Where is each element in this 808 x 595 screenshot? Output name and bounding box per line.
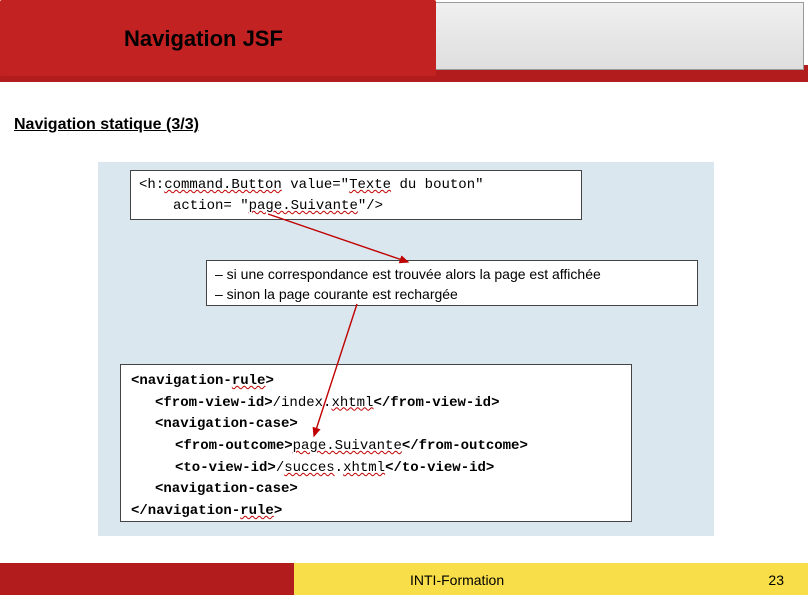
code-line: <navigation-rule>	[131, 371, 621, 393]
footer-yellow-bar	[294, 563, 808, 595]
t: action= "	[173, 198, 249, 214]
t: <h:	[139, 177, 164, 193]
t: </from-view-id>	[373, 395, 499, 411]
slide-title: Navigation JSF	[124, 26, 283, 52]
t: <navigation-case>	[155, 416, 298, 432]
t: page.Suivante	[293, 438, 402, 454]
section-subtitle: Navigation statique (3/3)	[14, 116, 199, 134]
footer-center-text: INTI-Formation	[410, 572, 504, 588]
t: <navigation-	[131, 373, 232, 389]
explain-box: – si une correspondance est trouvée alor…	[206, 260, 698, 306]
code-line: <h:command.Button value="Texte du bouton…	[139, 175, 573, 196]
t: xhtml	[343, 460, 385, 476]
t: </to-view-id>	[385, 460, 494, 476]
t: succes	[284, 460, 334, 476]
slide-header: Navigation JSF	[0, 0, 808, 82]
t: <navigation-case>	[155, 481, 298, 497]
t: <to-view-id>	[175, 460, 276, 476]
code-line: <from-view-id>/index.xhtml</from-view-id…	[131, 393, 621, 415]
code-box-navigation-rule: <navigation-rule> <from-view-id>/index.x…	[120, 364, 632, 522]
code-line: <navigation-case>	[131, 414, 621, 436]
t: xhtml	[331, 395, 373, 411]
explain-line: – sinon la page courante est rechargée	[215, 285, 689, 305]
t: value="	[282, 177, 349, 193]
code-line: </navigation-rule>	[131, 501, 621, 523]
page-number: 23	[768, 572, 784, 588]
t: </from-outcome>	[402, 438, 528, 454]
code-line: <to-view-id>/succes.xhtml</to-view-id>	[131, 458, 621, 480]
code-box-command-button: <h:command.Button value="Texte du bouton…	[130, 170, 582, 220]
t: </navigation-	[131, 503, 240, 519]
t: page.Suivante	[249, 198, 358, 214]
code-line: <navigation-case>	[131, 479, 621, 501]
explain-line: – si une correspondance est trouvée alor…	[215, 265, 689, 285]
t: /index.	[273, 395, 332, 411]
code-line: <from-outcome>page.Suivante</from-outcom…	[131, 436, 621, 458]
t: command.Button	[164, 177, 282, 193]
t: rule	[240, 503, 274, 519]
t: >	[274, 503, 282, 519]
t: rule	[232, 373, 266, 389]
t: /	[276, 460, 284, 476]
diagram-panel: <h:command.Button value="Texte du bouton…	[98, 162, 714, 536]
code-line: action= "page.Suivante"/>	[139, 196, 573, 217]
t: >	[265, 373, 273, 389]
t: .	[335, 460, 343, 476]
t: Texte	[349, 177, 391, 193]
t: du bouton"	[391, 177, 483, 193]
t: "/>	[358, 198, 383, 214]
t: <from-outcome>	[175, 438, 293, 454]
t: <from-view-id>	[155, 395, 273, 411]
